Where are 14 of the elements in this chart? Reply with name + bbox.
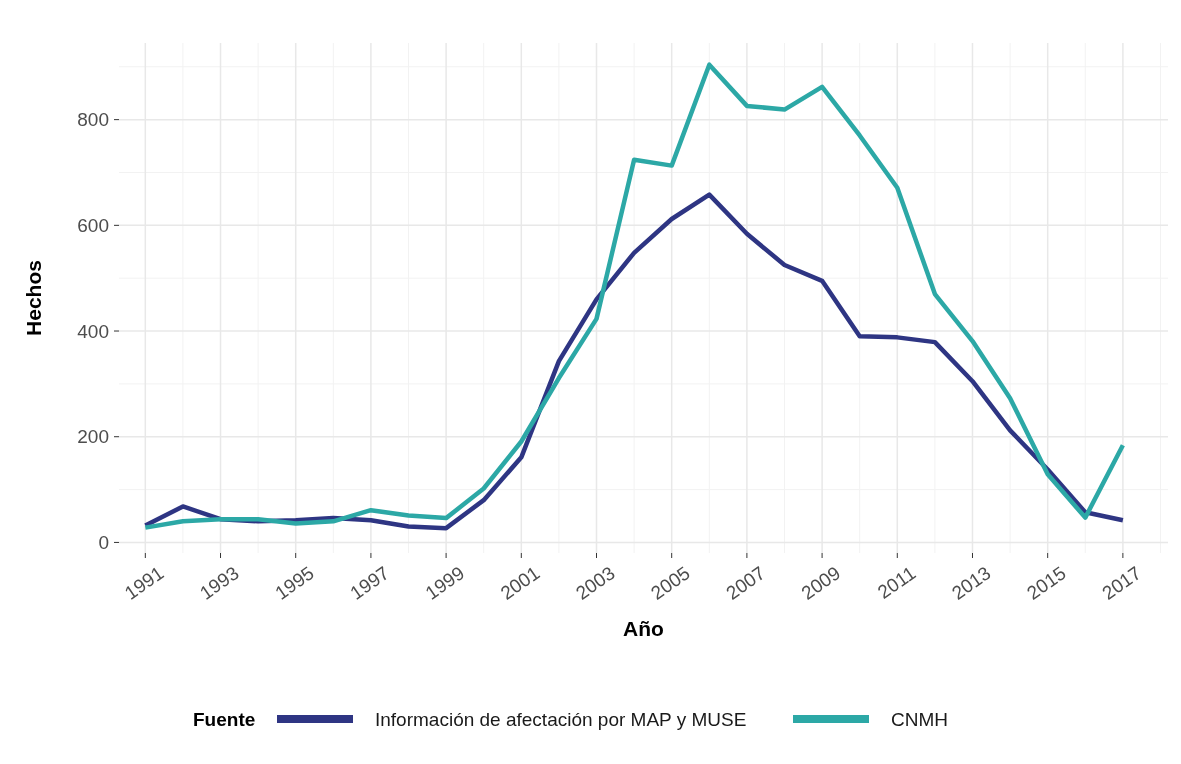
legend-label: CNMH [891, 708, 948, 730]
x-axis-title: Año [623, 617, 664, 640]
y-axis-title: Hechos [22, 260, 45, 336]
x-tick-label: 2001 [496, 562, 544, 604]
y-tick-label: 400 [77, 320, 109, 342]
x-tick-label: 2011 [873, 562, 920, 603]
line-series [143, 62, 1126, 530]
y-tick-label: 800 [77, 109, 109, 131]
legend-label: Información de afectación por MAP y MUSE [375, 708, 747, 730]
legend-title: Fuente [193, 708, 256, 730]
y-tick-label: 0 [98, 531, 109, 553]
y-tick-label: 200 [77, 426, 109, 448]
x-tick-label: 1991 [120, 562, 168, 604]
y-tick-label: 600 [77, 214, 109, 236]
